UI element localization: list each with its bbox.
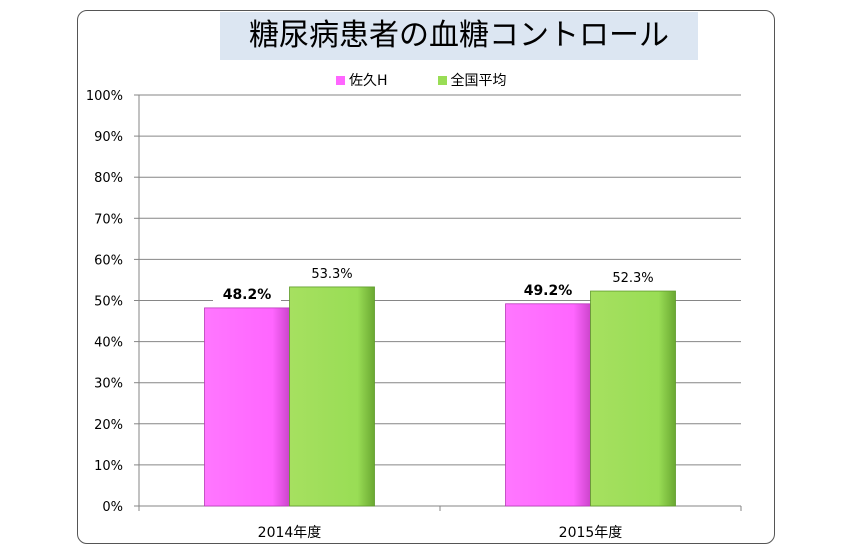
bar-national (289, 286, 375, 507)
bar-national (590, 290, 676, 507)
data-label-national: 53.3% (311, 267, 352, 282)
y-tick-label: 50% (94, 295, 123, 310)
legend-swatch-saku (336, 75, 345, 85)
legend-swatch-national (437, 75, 447, 85)
y-tick-label: 70% (94, 212, 123, 227)
y-tick-label: 40% (94, 336, 123, 351)
legend-label-national: 全国平均 (450, 73, 507, 89)
y-tick-label: 60% (94, 253, 123, 268)
x-category-label: 2015年度 (559, 525, 623, 541)
y-tick-label: 10% (94, 459, 123, 474)
chart-legend: 佐久H 全国平均 (336, 70, 557, 90)
y-tick-label: 100% (86, 89, 123, 104)
legend-item-saku: 佐久H (336, 70, 388, 90)
y-tick-label: 80% (94, 171, 123, 186)
y-tick-label: 30% (94, 377, 123, 392)
data-label-national: 52.3% (612, 271, 653, 286)
data-label-saku: 48.2% (223, 287, 272, 303)
chart-title: 糖尿病患者の血糖コントロール (220, 12, 698, 60)
y-tick-label: 20% (94, 418, 123, 433)
legend-label-saku: 佐久H (349, 73, 388, 89)
data-label-background (213, 281, 281, 304)
y-tick-label: 90% (94, 130, 123, 145)
x-category-label: 2014年度 (258, 525, 322, 541)
data-label-background (514, 277, 582, 300)
y-tick-label: 0% (102, 500, 123, 515)
legend-item-national: 全国平均 (437, 70, 507, 90)
bar-saku (505, 303, 591, 507)
data-label-saku: 49.2% (524, 283, 573, 299)
bar-saku (204, 307, 290, 507)
